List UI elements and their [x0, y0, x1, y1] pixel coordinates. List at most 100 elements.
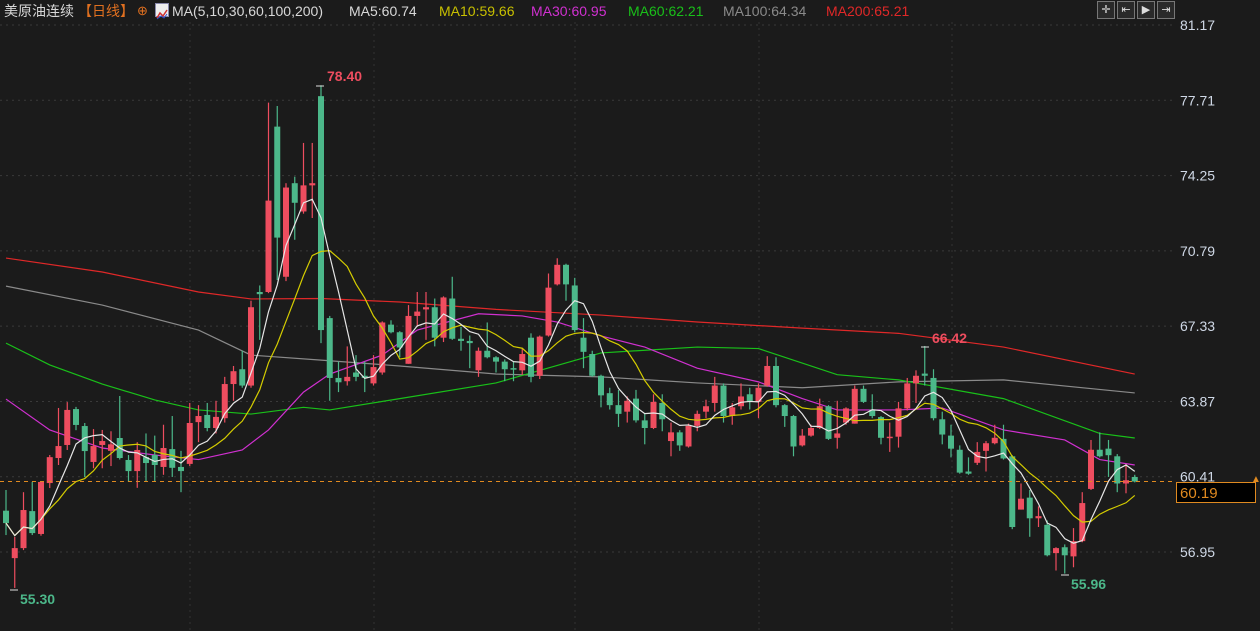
candle-up	[1035, 516, 1042, 519]
candle-down	[1026, 497, 1033, 519]
candle-down	[869, 409, 876, 417]
candle-up	[230, 371, 237, 385]
candle-up	[991, 437, 998, 444]
ma60-value: MA60:62.21	[628, 3, 704, 19]
candle-down	[239, 369, 246, 386]
candle-down	[318, 96, 324, 331]
candle-down	[615, 405, 622, 414]
exit-icon[interactable]: ⇥	[1157, 1, 1175, 19]
candle-up	[379, 322, 386, 373]
candle-up	[755, 387, 762, 402]
play-icon[interactable]: ▶	[1137, 1, 1155, 19]
candle-up	[160, 448, 167, 467]
candle-down	[1105, 448, 1112, 456]
y-tick-label: 56.95	[1180, 544, 1215, 560]
candle-down	[676, 432, 683, 446]
candle-up	[300, 185, 307, 212]
candle-up	[668, 432, 674, 442]
indicator-chart-icon[interactable]	[155, 3, 169, 20]
candle-up	[1053, 548, 1059, 554]
candle-up	[685, 425, 692, 447]
candle-down	[73, 409, 79, 425]
candle-down	[274, 126, 281, 238]
candle-down	[361, 375, 368, 378]
candle-up	[886, 436, 893, 439]
candle-down	[580, 337, 587, 352]
candle-down	[790, 416, 797, 447]
y-tick-label: 67.33	[1180, 318, 1215, 334]
ma200-line	[5, 257, 1135, 375]
candle-up	[134, 449, 141, 472]
candle-down	[1131, 476, 1138, 482]
candle-up	[816, 406, 823, 428]
candle-up	[895, 408, 902, 437]
candle-down	[1044, 524, 1051, 556]
candle-down	[388, 324, 394, 333]
candle-up	[624, 400, 631, 412]
candle-up	[1123, 480, 1129, 484]
candle-down	[921, 373, 928, 376]
candle-down	[29, 511, 36, 534]
candle-down	[1009, 456, 1016, 528]
candle-down	[204, 414, 211, 428]
instrument-title: 美原油连续	[4, 3, 74, 19]
annotation-local-low: 55.96	[1071, 576, 1106, 592]
candle-down	[1061, 547, 1068, 556]
ma-params[interactable]: MA(5,10,30,60,100,200)	[172, 3, 323, 19]
ma100-value: MA100:64.34	[723, 3, 807, 19]
candle-down	[335, 377, 342, 383]
candle-down	[965, 471, 972, 474]
zoom-in-icon[interactable]: ⇤	[1117, 1, 1135, 19]
candle-down	[720, 385, 727, 417]
candle-down	[746, 394, 753, 402]
candle-up	[344, 376, 351, 382]
annotation-min: 55.30	[20, 591, 55, 607]
candle-up	[475, 350, 482, 371]
candle-up	[195, 416, 202, 423]
candle-down	[641, 420, 648, 428]
price-up-arrow-icon[interactable]: ▲	[1251, 474, 1260, 485]
candle-down	[3, 510, 9, 524]
candle-down	[501, 361, 508, 370]
candle-up	[440, 297, 447, 338]
candle-up	[711, 385, 718, 403]
period-selector[interactable]: 【日线】	[78, 3, 134, 19]
candle-down	[563, 264, 569, 285]
candle-up	[11, 548, 18, 559]
candle-up	[38, 481, 44, 534]
candle-up	[265, 200, 272, 292]
candle-down	[930, 377, 937, 419]
candle-down	[878, 417, 884, 438]
candle-down	[510, 368, 517, 370]
ma5-value: MA5:60.74	[349, 3, 417, 19]
candle-up	[1088, 449, 1094, 489]
candle-up	[1070, 541, 1077, 557]
ma5-line	[5, 198, 1136, 544]
candle-down	[860, 388, 867, 402]
candle-down	[493, 357, 499, 362]
candle-down	[825, 406, 832, 439]
annotation-max: 78.40	[327, 68, 362, 84]
crosshair-icon[interactable]: ✛	[1097, 1, 1115, 19]
candle-up	[834, 433, 841, 438]
candle-down	[431, 307, 438, 338]
candle-down	[466, 340, 473, 344]
ma100-line	[5, 285, 1135, 394]
candle-down	[659, 402, 666, 420]
candle-up	[1018, 498, 1024, 510]
candle-down	[151, 454, 158, 465]
annotation-local-high: 66.42	[932, 330, 967, 346]
candle-down	[458, 338, 464, 341]
candle-up	[974, 451, 981, 463]
y-tick-label: 70.79	[1180, 243, 1215, 259]
candle-up	[799, 435, 806, 446]
ma30-value: MA30:60.95	[531, 3, 607, 19]
globe-icon[interactable]: ⊕	[137, 3, 148, 18]
chart-header: 美原油连续 【日线】 ⊕ MA(5,10,30,60,100,200) MA5:…	[0, 0, 1090, 22]
candle-up	[20, 510, 27, 549]
candle-down	[256, 291, 263, 295]
candle-down	[396, 332, 403, 348]
candle-down	[939, 419, 946, 435]
candle-up	[64, 409, 71, 445]
